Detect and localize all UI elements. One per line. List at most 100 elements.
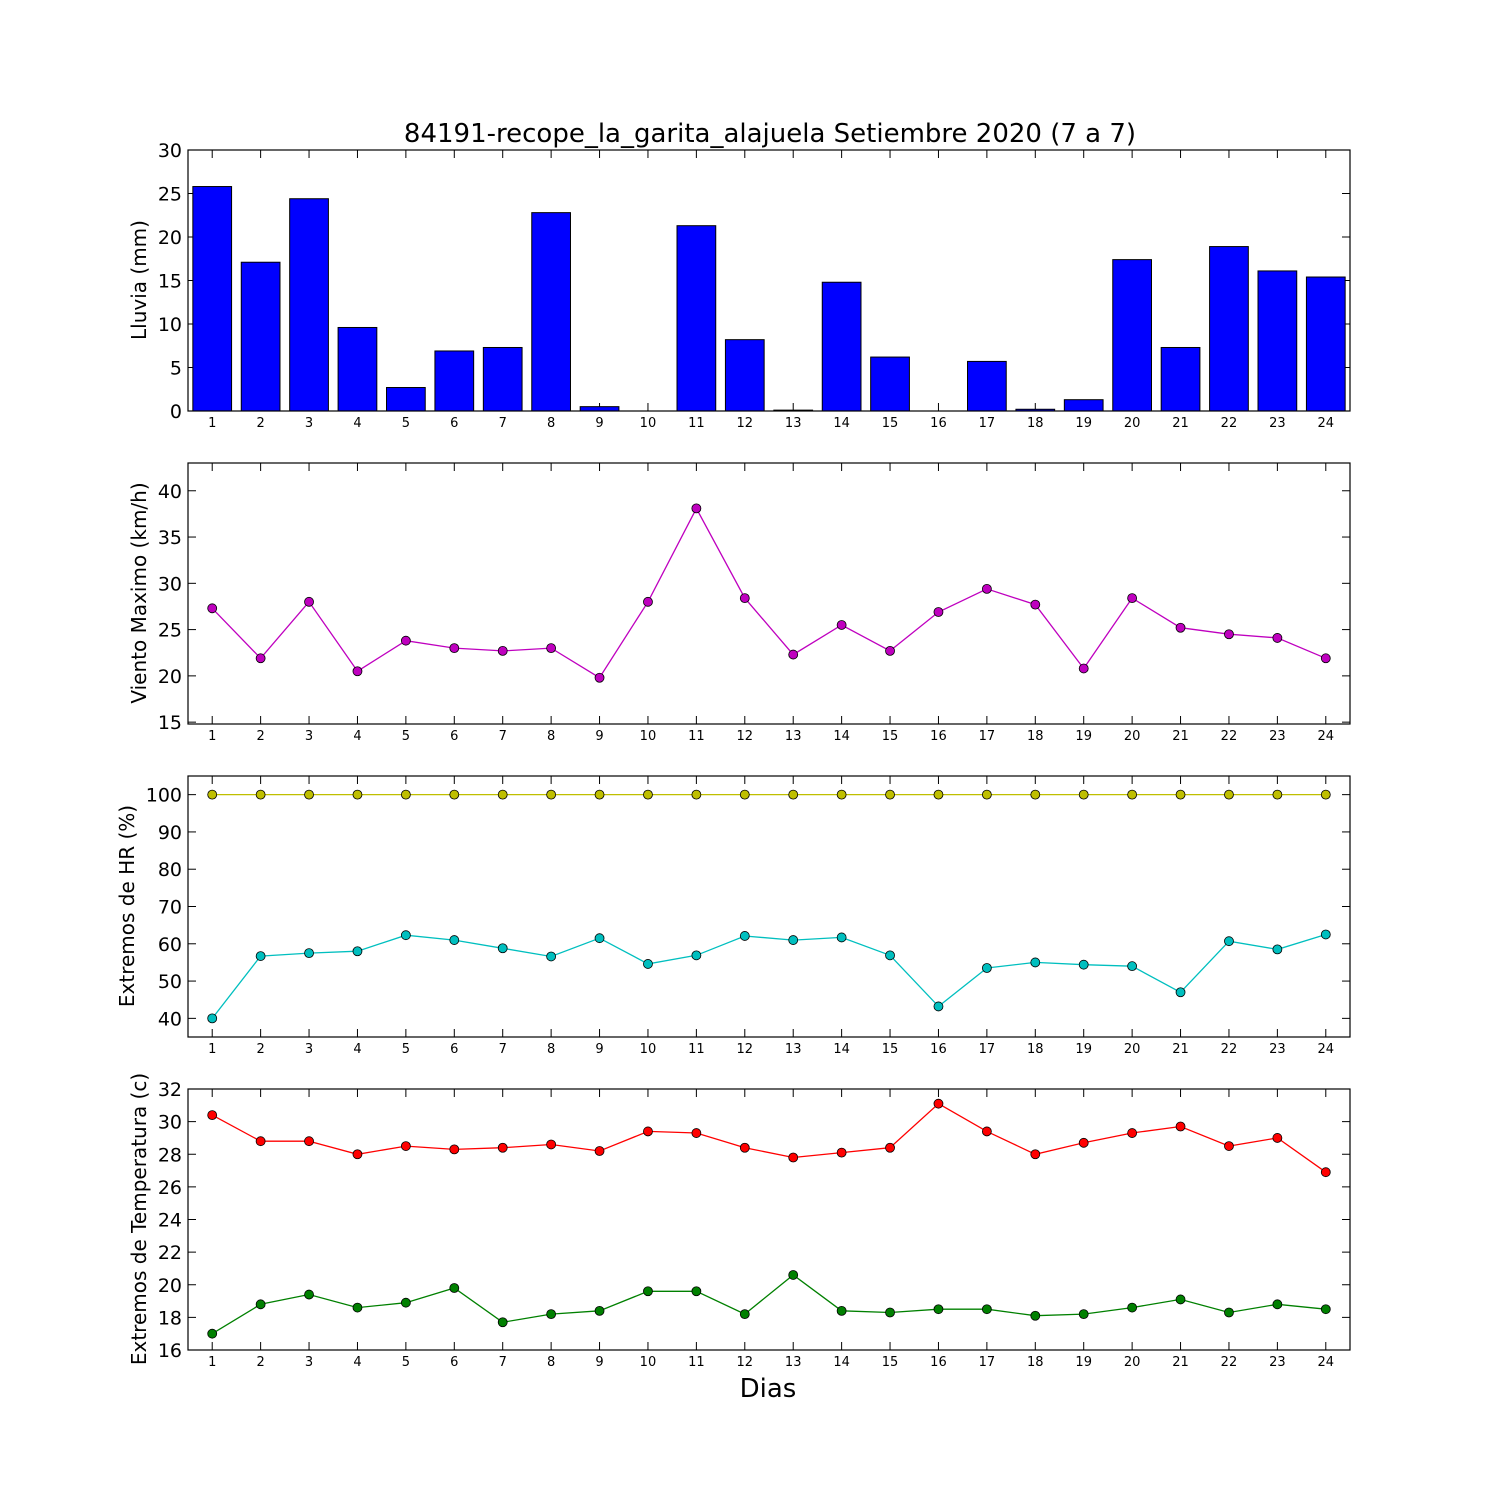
- data-point: [885, 950, 895, 961]
- x-tick-label: 9: [595, 416, 603, 431]
- data-point: [1127, 1128, 1138, 1138]
- data-point: [400, 1141, 411, 1151]
- x-tick-label: 19: [1075, 729, 1092, 744]
- data-point: [1030, 1149, 1041, 1160]
- y-tick-label: 25: [158, 620, 182, 642]
- y-tick-label: 32: [158, 1079, 182, 1101]
- data-point: [304, 596, 314, 607]
- rain-bar: [676, 225, 717, 412]
- x-tick-label: 22: [1221, 1042, 1238, 1057]
- y-tick-label: 40: [158, 481, 182, 503]
- rain-bar: [289, 198, 329, 412]
- data-point: [691, 950, 702, 961]
- x-tick-label: 15: [882, 1355, 899, 1370]
- x-tick-label: 18: [1027, 1355, 1044, 1370]
- y-tick-label: 15: [158, 712, 182, 734]
- y-tick-label: 22: [158, 1242, 182, 1264]
- y-tick-label: 20: [158, 227, 182, 249]
- data-point: [1078, 959, 1089, 970]
- data-point: [691, 1128, 702, 1138]
- x-tick-label: 21: [1172, 1355, 1189, 1370]
- series-line: [211, 933, 1326, 1019]
- x-tick-label: 13: [785, 729, 802, 744]
- data-point: [255, 1299, 266, 1310]
- y-tick-label: 18: [158, 1307, 182, 1329]
- data-point: [836, 1305, 847, 1316]
- axes-frame: [187, 149, 1351, 412]
- x-tick-label: 16: [930, 1355, 947, 1370]
- x-tick-label: 4: [353, 729, 361, 744]
- x-tick-label: 8: [547, 1042, 555, 1057]
- rain-bar: [821, 281, 862, 412]
- data-point: [546, 951, 557, 962]
- x-tick-label: 5: [402, 1355, 410, 1370]
- y-axis-label: Extremos de Temperatura (c): [127, 1073, 151, 1365]
- x-tick-label: 22: [1221, 416, 1238, 431]
- data-point: [933, 607, 944, 617]
- data-point: [691, 503, 702, 514]
- data-point: [497, 1317, 508, 1328]
- data-point: [497, 789, 508, 800]
- data-point: [933, 789, 944, 800]
- rain-bar: [1160, 346, 1201, 412]
- x-tick-label: 14: [833, 416, 850, 431]
- y-tick-label: 40: [158, 1008, 182, 1030]
- rain-bar: [967, 360, 1007, 412]
- x-tick-label: 5: [402, 1042, 410, 1057]
- x-tick-label: 23: [1269, 1042, 1286, 1057]
- data-point: [497, 1142, 508, 1153]
- data-point: [449, 935, 460, 945]
- data-point: [1127, 789, 1138, 800]
- x-tick-label: 20: [1124, 729, 1141, 744]
- data-point: [933, 1098, 944, 1109]
- x-tick-label: 24: [1318, 416, 1335, 431]
- x-tick-label: 22: [1221, 1355, 1238, 1370]
- x-tick-label: 14: [833, 1042, 850, 1057]
- rain-bar: [240, 261, 281, 412]
- data-point: [255, 653, 266, 664]
- y-tick-label: 5: [170, 358, 182, 380]
- y-tick-label: 24: [158, 1210, 182, 1232]
- x-tick-label: 16: [930, 1042, 947, 1057]
- data-point: [207, 1110, 218, 1120]
- data-point: [643, 959, 653, 969]
- data-point: [788, 1270, 799, 1280]
- y-tick-label: 60: [158, 934, 182, 956]
- x-tick-label: 22: [1221, 729, 1238, 744]
- x-tick-label: 13: [785, 1355, 802, 1370]
- data-point: [352, 789, 363, 800]
- data-point: [497, 943, 508, 954]
- data-point: [546, 643, 557, 654]
- data-point: [1224, 1307, 1234, 1318]
- rain-bar: [870, 356, 910, 412]
- data-point: [304, 789, 314, 800]
- rain-bar: [1063, 399, 1104, 412]
- x-tick-label: 3: [305, 729, 313, 744]
- data-point: [691, 1286, 702, 1297]
- x-tick-label: 11: [688, 1042, 705, 1057]
- data-point: [546, 1139, 557, 1150]
- data-point: [594, 1146, 605, 1156]
- x-tick-label: 1: [208, 416, 216, 431]
- data-point: [352, 666, 363, 677]
- x-tick-label: 23: [1269, 729, 1286, 744]
- x-tick-label: 21: [1172, 729, 1189, 744]
- data-point: [449, 1283, 460, 1293]
- x-tick-label: 10: [640, 729, 657, 744]
- data-point: [1175, 1121, 1186, 1132]
- data-point: [352, 946, 363, 957]
- data-point: [304, 1289, 314, 1300]
- data-point: [1030, 957, 1041, 968]
- data-point: [400, 635, 411, 646]
- x-tick-label: 20: [1124, 416, 1141, 431]
- data-point: [1224, 1141, 1234, 1151]
- rain-bar: [386, 387, 426, 412]
- x-tick-label: 17: [979, 1042, 996, 1057]
- data-point: [981, 1126, 992, 1137]
- data-point: [739, 789, 750, 800]
- x-tick-label: 19: [1075, 1355, 1092, 1370]
- y-tick-label: 80: [158, 859, 182, 881]
- data-point: [885, 1307, 895, 1318]
- y-tick-label: 28: [158, 1144, 182, 1166]
- data-point: [788, 1152, 799, 1163]
